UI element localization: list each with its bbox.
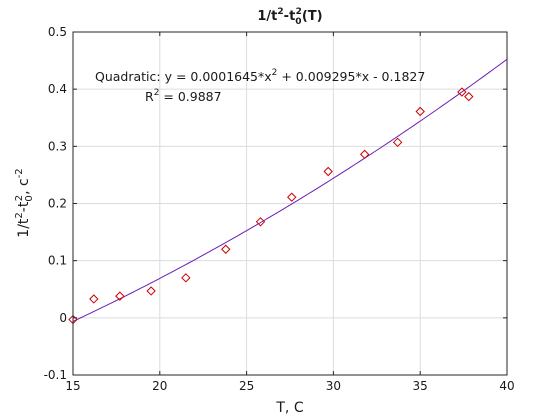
x-tick-label: 25 [239, 379, 254, 393]
x-tick-label: 35 [413, 379, 428, 393]
y-tick-label: 0 [59, 311, 67, 325]
data-point [115, 291, 125, 301]
x-tick-label: 40 [499, 379, 514, 393]
y-tick-label: 0.1 [48, 254, 67, 268]
y-axis-label: 1/t2-t02, c-2 [14, 168, 35, 237]
data-points [68, 87, 474, 325]
chart-title: 1/t2-t02(T) [257, 7, 322, 27]
data-point [359, 149, 370, 160]
y-tick-label: 0.3 [48, 139, 67, 153]
y-tick-label: 0.2 [48, 197, 67, 211]
fit-r-squared: R2 = 0.9887 [145, 88, 222, 104]
y-tick-label: -0.1 [44, 368, 67, 382]
x-tick-label: 20 [152, 379, 167, 393]
data-point [146, 286, 156, 296]
y-tick-label: 0.4 [48, 82, 67, 96]
data-point [392, 137, 403, 148]
data-point [89, 294, 99, 304]
y-tick-label: 0.5 [48, 25, 67, 39]
data-point [464, 91, 474, 102]
data-point [415, 106, 425, 117]
fit-equation: Quadratic: y = 0.0001645*x2 + 0.009295*x… [95, 68, 425, 84]
x-tick-label: 30 [326, 379, 341, 393]
axis-ticks: 15 20 25 30 35 40 -0.1 0 0.1 0.2 0.3 0.4 0.5 [44, 25, 515, 393]
data-point [181, 273, 191, 283]
data-point [287, 192, 297, 202]
x-axis-label: T, C [275, 400, 303, 416]
data-point [323, 166, 333, 177]
fit-curve-group [72, 58, 508, 322]
data-point [255, 217, 266, 227]
data-point [221, 244, 231, 254]
fit-curve [72, 58, 508, 322]
data-point [457, 87, 467, 97]
x-tick-label: 15 [65, 379, 80, 393]
